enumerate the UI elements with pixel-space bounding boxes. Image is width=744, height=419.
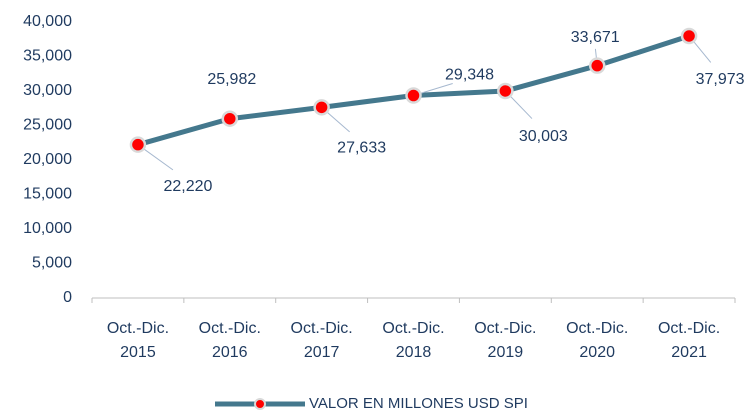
x-tick-label: Oct.-Dic. 2016 xyxy=(199,320,261,361)
marker xyxy=(313,99,330,116)
data-label: 37,973 xyxy=(696,71,744,88)
y-tick-label: 0 xyxy=(63,289,72,306)
marker xyxy=(129,136,147,153)
y-tick-label: 5,000 xyxy=(32,255,72,272)
y-tick-label: 20,000 xyxy=(23,151,72,168)
data-label: 25,982 xyxy=(207,71,256,88)
y-tick-label: 30,000 xyxy=(23,82,72,99)
marker xyxy=(221,110,239,127)
data-label: 33,671 xyxy=(571,29,620,46)
x-tick-label: Oct.-Dic. 2018 xyxy=(382,320,444,361)
x-tick-label: Oct.-Dic. 2015 xyxy=(107,320,169,361)
x-tick-label: Oct.-Dic. 2021 xyxy=(658,320,720,361)
data-label: 22,220 xyxy=(163,178,212,195)
marker xyxy=(680,27,698,45)
y-tick-label: 35,000 xyxy=(23,48,72,65)
y-tick-label: 15,000 xyxy=(23,186,72,203)
data-label: 30,003 xyxy=(519,128,568,145)
y-tick-label: 40,000 xyxy=(23,13,72,30)
data-label: 27,633 xyxy=(337,140,386,157)
marker xyxy=(405,87,422,104)
marker xyxy=(588,57,606,74)
x-tick-label: Oct.-Dic. 2019 xyxy=(474,320,536,361)
marker xyxy=(497,82,514,100)
y-tick-label: 25,000 xyxy=(23,117,72,134)
y-tick-label: 10,000 xyxy=(23,220,72,237)
legend-label: VALOR EN MILLONES USD SPI xyxy=(309,395,528,412)
legend-marker xyxy=(254,398,266,410)
data-label: 29,348 xyxy=(445,67,494,84)
x-tick-label: Oct.-Dic. 2017 xyxy=(291,320,353,361)
x-tick-label: Oct.-Dic. 2020 xyxy=(566,320,628,361)
